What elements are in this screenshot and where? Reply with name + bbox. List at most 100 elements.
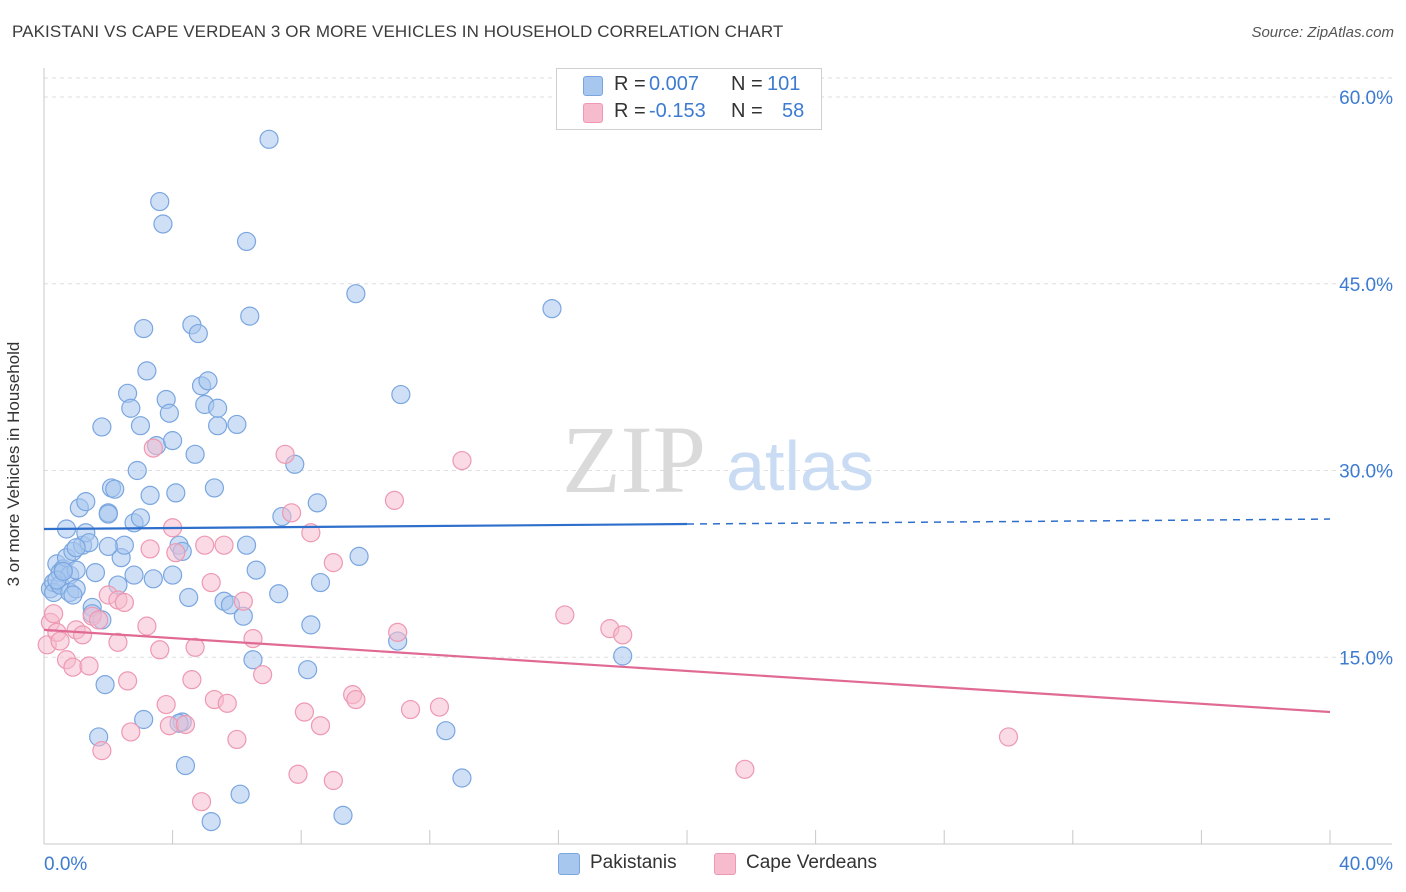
pakistani-point [208,398,228,418]
capeverdean-point [89,610,109,630]
pakistani-point [240,306,260,326]
pakistani-point [269,584,289,604]
pakistani-r-value: 0.007 [649,73,700,95]
capeverdean-point [613,625,633,645]
pakistani-point [76,492,96,512]
pakistani-point [114,535,134,555]
pakistani-point [153,214,173,234]
pakistani-point [188,323,208,344]
trend-lines [43,518,1331,714]
capeverdean-point [108,632,128,652]
capeverdean-point [452,450,472,471]
capeverdean-point [50,631,70,651]
capeverdean-point [555,605,575,625]
capeverdean-point [384,490,405,510]
source-label: Source: ZipAtlas.com [1251,24,1394,41]
pakistani-point [98,504,118,524]
chart-title: PAKISTANI VS CAPE VERDEAN 3 OR MORE VEHI… [12,22,784,41]
pakistani-point [301,615,321,635]
pakistani-swatch [583,76,603,96]
capeverdean-point [301,523,321,543]
pakistani-point [259,129,279,149]
capeverdean-point [735,759,755,779]
pakistani-trend-line [43,522,688,531]
pakistani-point [140,485,160,505]
y-tick-label: 30.0% [1339,462,1393,483]
capeverdean-point [201,572,221,593]
capeverdean-point [156,694,176,715]
pakistani-point [163,431,183,451]
capeverdean-point [243,628,263,649]
pakistani-point [307,493,327,513]
y-tick-label: 60.0% [1339,88,1393,109]
capeverdean-point [44,604,64,624]
pakistani-point [134,709,154,730]
pakistani-point [134,318,154,339]
pakistani-trend-extension [686,518,1331,525]
legend-r-label: R = [614,100,646,122]
pakistani-point [208,416,228,436]
pakistani-point [166,483,186,503]
capeverdean-point [233,591,253,611]
capeverdean-point [288,764,308,784]
pakistani-point [201,811,221,832]
capeverdean-point [323,770,343,791]
gridlines [44,77,1392,658]
pakistani-point [542,299,562,319]
pakistanis-label: Pakistanis [590,852,677,873]
y-tick-label: 45.0% [1339,275,1393,296]
capeverdeans-label: Cape Verdeans [746,852,877,873]
capeverdean-r-value: -0.153 [649,100,706,122]
legend-r-label: R = [614,73,646,95]
capeverdean-point [121,722,141,742]
capeverdean-point [114,592,134,613]
capeverdean-point [323,553,343,573]
capeverdean-point [140,539,160,559]
pakistani-point [230,784,250,804]
pakistani-point [436,721,456,741]
capeverdean-point [195,535,215,555]
pakistani-point [98,536,118,557]
pakistani-point [346,284,366,304]
capeverdean-point [92,741,112,761]
pakistani-point [227,414,247,435]
capeverdean-point [182,670,202,690]
capeverdean-point [217,693,237,713]
pakistani-point [310,572,331,593]
y-axis-label: 3 or more Vehicles in Household [4,341,23,587]
capeverdean-point [63,657,83,677]
capeverdean-point [275,444,295,464]
pakistani-point [613,646,633,666]
pakistani-point [143,569,163,589]
x-tick-label-max: 40.0% [1339,854,1393,875]
pakistani-point [63,585,83,605]
pakistani-point [92,417,112,437]
capeverdean-point [214,535,234,555]
capeverdeans-swatch [714,853,736,875]
capeverdean-point [159,716,179,736]
pakistani-point [95,675,115,695]
pakistani-point [204,478,224,498]
capeverdean-point [79,656,99,676]
pakistani-point [163,565,183,585]
capeverdean-point [227,729,247,750]
pakistani-points [40,129,633,832]
pakistani-point [66,538,86,558]
watermark-zip: ZIP [562,406,706,513]
capeverdean-point [310,716,331,736]
capeverdean-trend-line [43,628,1331,714]
capeverdean-point [150,640,170,660]
y-tick-label: 15.0% [1339,648,1393,669]
pakistani-point [121,398,141,418]
capeverdean-point [185,637,205,657]
capeverdean-point [191,792,212,812]
pakistanis-swatch [558,853,580,875]
capeverdean-point [400,699,421,720]
pakistani-point [349,546,369,567]
pakistani-point [159,403,179,423]
pakistani-point [452,768,472,788]
capeverdean-n-value: 58 [782,100,805,122]
capeverdean-point [117,671,138,691]
pakistani-point [130,508,151,528]
